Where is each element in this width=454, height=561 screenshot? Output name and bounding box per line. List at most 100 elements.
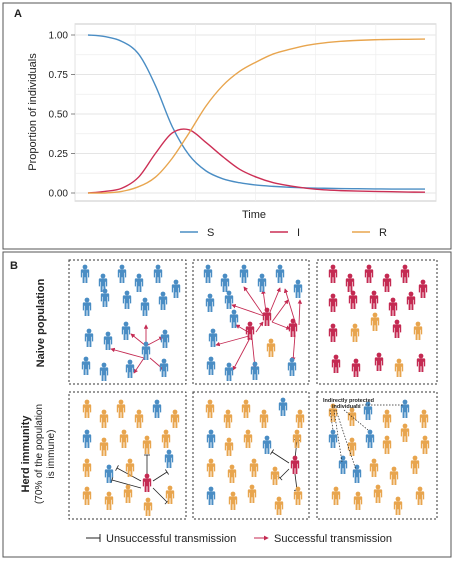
person-icon	[292, 429, 302, 448]
successful-transmission-arrow	[269, 287, 281, 313]
successful-transmission-arrow	[110, 347, 145, 359]
person-icon	[82, 429, 92, 448]
cell-herd-3	[316, 391, 438, 520]
person-icon	[352, 464, 362, 483]
person-icon	[382, 273, 392, 292]
person-icon	[228, 491, 238, 510]
person-icon	[328, 323, 338, 342]
person-icon	[393, 496, 403, 515]
person-icon	[159, 358, 169, 377]
person-icon	[104, 491, 114, 510]
unsuccessful-transmission-bar	[270, 449, 274, 455]
y-axis-ticks: 0.00 0.25 0.50 0.75 1.00	[49, 31, 75, 200]
unsuccessful-transmission-bar	[165, 469, 169, 475]
unsuccessful-transmission-line	[152, 487, 168, 503]
cell-naive-1	[68, 259, 187, 385]
person-icon	[81, 356, 91, 375]
person-icon	[382, 435, 392, 454]
person-icon	[98, 273, 108, 292]
person-icon	[413, 321, 423, 340]
person-icon	[117, 264, 127, 283]
person-icon	[205, 399, 215, 418]
person-icon	[419, 409, 429, 428]
person-icon	[158, 291, 168, 310]
person-icon	[134, 273, 144, 292]
person-icon	[206, 429, 216, 448]
person-icon	[365, 429, 375, 448]
person-icon	[104, 464, 114, 483]
successful-transmission-arrow	[271, 321, 291, 330]
person-icon	[123, 484, 133, 503]
person-icon	[400, 264, 410, 283]
successful-transmission-arrow	[145, 336, 164, 347]
successful-transmission-arrow	[231, 304, 265, 317]
unsuccessful-transmission-line	[111, 479, 142, 489]
unsuccessful-transmission-bar	[110, 477, 114, 483]
person-icon	[373, 484, 383, 503]
person-icon	[161, 429, 171, 448]
panel-a-label: A	[14, 8, 22, 20]
person-icon	[374, 352, 384, 371]
person-icon	[171, 279, 181, 298]
person-icon	[245, 321, 255, 340]
person-icon	[331, 354, 341, 373]
row-sublabel-herd-2: is immune)	[46, 430, 57, 479]
person-icon	[142, 435, 152, 454]
y-tick-label: 1.00	[49, 31, 69, 42]
y-tick-label: 0.00	[49, 189, 69, 200]
protected-leader-lines	[329, 404, 403, 471]
person-icon	[99, 362, 109, 381]
person-icon	[143, 497, 153, 516]
person-icon	[134, 409, 144, 428]
successful-transmission-arrow	[255, 321, 264, 333]
unsuccessful-transmission-line	[152, 471, 168, 482]
transmission-legend: Unsuccessful transmission Successful tra…	[86, 533, 392, 545]
person-icon	[278, 397, 288, 416]
person-icon	[80, 264, 90, 283]
person-icon	[165, 485, 175, 504]
person-icon	[347, 437, 357, 456]
person-icon	[328, 403, 338, 422]
person-icon	[122, 290, 132, 309]
row-label-naive: Naive population	[35, 278, 47, 367]
person-icon	[206, 458, 216, 477]
person-icon	[328, 264, 338, 283]
person-icon	[229, 309, 239, 328]
panel-a: A 0.00 0.25 0.50 0.75 1.00 Time Proportion o…	[2, 2, 452, 250]
person-icon	[420, 435, 430, 454]
person-icon	[170, 409, 180, 428]
person-icon	[99, 409, 109, 428]
person-icon	[418, 279, 428, 298]
legend-label-R: R	[379, 227, 387, 239]
person-icon	[206, 486, 216, 505]
person-icon	[353, 491, 363, 510]
successful-transmission-arrow	[291, 334, 296, 362]
successful-legend-label: Successful transmission	[274, 533, 392, 545]
person-icon	[382, 409, 392, 428]
protected-annotation-line-2: individuals	[332, 404, 361, 410]
successful-transmission-arrow	[271, 299, 289, 323]
person-icon	[103, 331, 113, 350]
person-icon	[99, 437, 109, 456]
row-label-herd: Herd immunity	[20, 415, 32, 493]
successful-transmission-arrow	[243, 286, 265, 317]
person-icon	[406, 291, 416, 310]
person-icon	[328, 293, 338, 312]
person-icon	[331, 486, 341, 505]
people	[80, 264, 430, 516]
person-icon	[257, 273, 267, 292]
person-icon	[140, 297, 150, 316]
person-icon	[410, 455, 420, 474]
person-icon	[142, 473, 152, 492]
y-tick-label: 0.75	[49, 70, 69, 81]
successful-transmission-arrow	[232, 337, 251, 371]
person-icon	[266, 338, 276, 357]
series-line-I	[87, 128, 426, 194]
person-icon	[125, 458, 135, 477]
person-icon	[415, 486, 425, 505]
y-tick-label: 0.50	[49, 110, 69, 121]
person-icon	[370, 312, 380, 331]
person-icon	[262, 435, 272, 454]
person-icon	[224, 437, 234, 456]
x-axis-label: Time	[242, 209, 266, 221]
